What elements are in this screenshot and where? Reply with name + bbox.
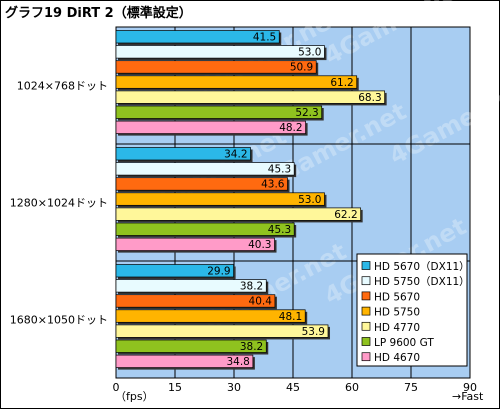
- x-tick-labels: 0 15 30 45 60 75 90: [113, 381, 478, 394]
- legend-swatch: [361, 291, 371, 301]
- bar: [115, 90, 385, 104]
- bar-value-label: 29.9: [207, 266, 230, 278]
- legend-swatch: [361, 352, 371, 362]
- bar-value-label: 38.2: [240, 281, 263, 293]
- legend: HD 5670（DX11） HD 5750（DX11） HD 5670 HD 5750…: [356, 253, 470, 367]
- bar: [115, 354, 254, 368]
- bar: [115, 294, 276, 308]
- bar: [115, 339, 267, 353]
- bar: [115, 177, 288, 191]
- bar-value-label: 53.9: [302, 326, 325, 338]
- bar-value-label: 48.2: [279, 122, 302, 134]
- bar: [115, 147, 251, 161]
- bar-value-label: 62.2: [334, 209, 357, 221]
- bar: [115, 45, 325, 59]
- legend-swatch: [361, 276, 371, 286]
- legend-label: HD 5750: [374, 307, 420, 319]
- bar-value-label: 50.9: [290, 62, 313, 74]
- bar-value-label: 48.1: [279, 311, 302, 323]
- bar-value-label: 34.2: [224, 149, 247, 161]
- legend-label: HD 5670（DX11）: [374, 261, 470, 273]
- bar-value-label: 38.2: [240, 341, 263, 353]
- x-tick-label: 75: [404, 381, 418, 394]
- bar-value-label: 34.8: [226, 356, 249, 368]
- x-tick-label: 30: [227, 381, 241, 394]
- x-axis-direction-label: →Fast: [452, 390, 484, 403]
- bar: [115, 264, 234, 278]
- bar: [115, 192, 325, 206]
- bar-value-label: 40.3: [248, 239, 271, 251]
- bar: [115, 279, 267, 293]
- bar: [115, 105, 323, 119]
- bar-value-label: 41.5: [253, 32, 276, 44]
- bar: [115, 60, 317, 74]
- bar: [115, 162, 295, 176]
- bar: [115, 30, 280, 44]
- bar: [115, 75, 358, 89]
- x-tick-label: 90: [463, 381, 477, 394]
- legend-swatch: [361, 337, 371, 346]
- legend-label: HD 5670: [374, 291, 420, 303]
- bar-value-label: 52.3: [295, 107, 318, 119]
- chart-title: グラフ19 DiRT 2（標準設定）: [5, 5, 192, 21]
- x-axis-label: （fps）: [115, 390, 154, 403]
- bar-value-label: 53.0: [298, 47, 321, 59]
- bar: [115, 324, 329, 338]
- bar: [115, 222, 295, 236]
- category-label: 1280×1024ドット: [10, 197, 108, 210]
- x-tick-label: 0: [113, 381, 120, 394]
- legend-label: HD 4770: [374, 322, 420, 334]
- bar-value-label: 45.3: [268, 164, 291, 176]
- bar-value-label: 68.3: [358, 92, 381, 104]
- legend-swatch: [361, 321, 371, 331]
- bar: [115, 120, 306, 134]
- legend-swatch: [361, 261, 371, 270]
- bar: [115, 207, 362, 221]
- category-label: 1680×1050ドット: [10, 314, 108, 327]
- bars: 41.5 53.0 50.9 61.2 68.3 52.3 48.2 34.2 45.3 43.6…: [115, 30, 387, 370]
- legend-label: HD 4670: [374, 352, 420, 364]
- bar-value-label: 40.4: [249, 296, 273, 308]
- bar-value-label: 43.6: [261, 179, 285, 191]
- legend-label: HD 5750（DX11）: [374, 276, 470, 288]
- bar: [115, 309, 306, 323]
- legend-box: [356, 253, 468, 367]
- bar-value-label: 53.0: [298, 194, 321, 206]
- bar: [115, 237, 275, 251]
- legend-label: LP 9600 GT: [374, 337, 434, 349]
- x-tick-label: 15: [168, 381, 182, 394]
- category-label: 1024×768ドット: [17, 80, 108, 93]
- bar-value-label: 45.3: [268, 224, 291, 236]
- x-tick-label: 45: [286, 381, 300, 394]
- legend-swatch: [361, 306, 371, 316]
- category-labels: 1024×768ドット 1280×1024ドット 1680×1050ドット: [10, 80, 108, 327]
- x-tick-label: 60: [345, 381, 359, 394]
- bar-value-label: 61.2: [330, 77, 353, 89]
